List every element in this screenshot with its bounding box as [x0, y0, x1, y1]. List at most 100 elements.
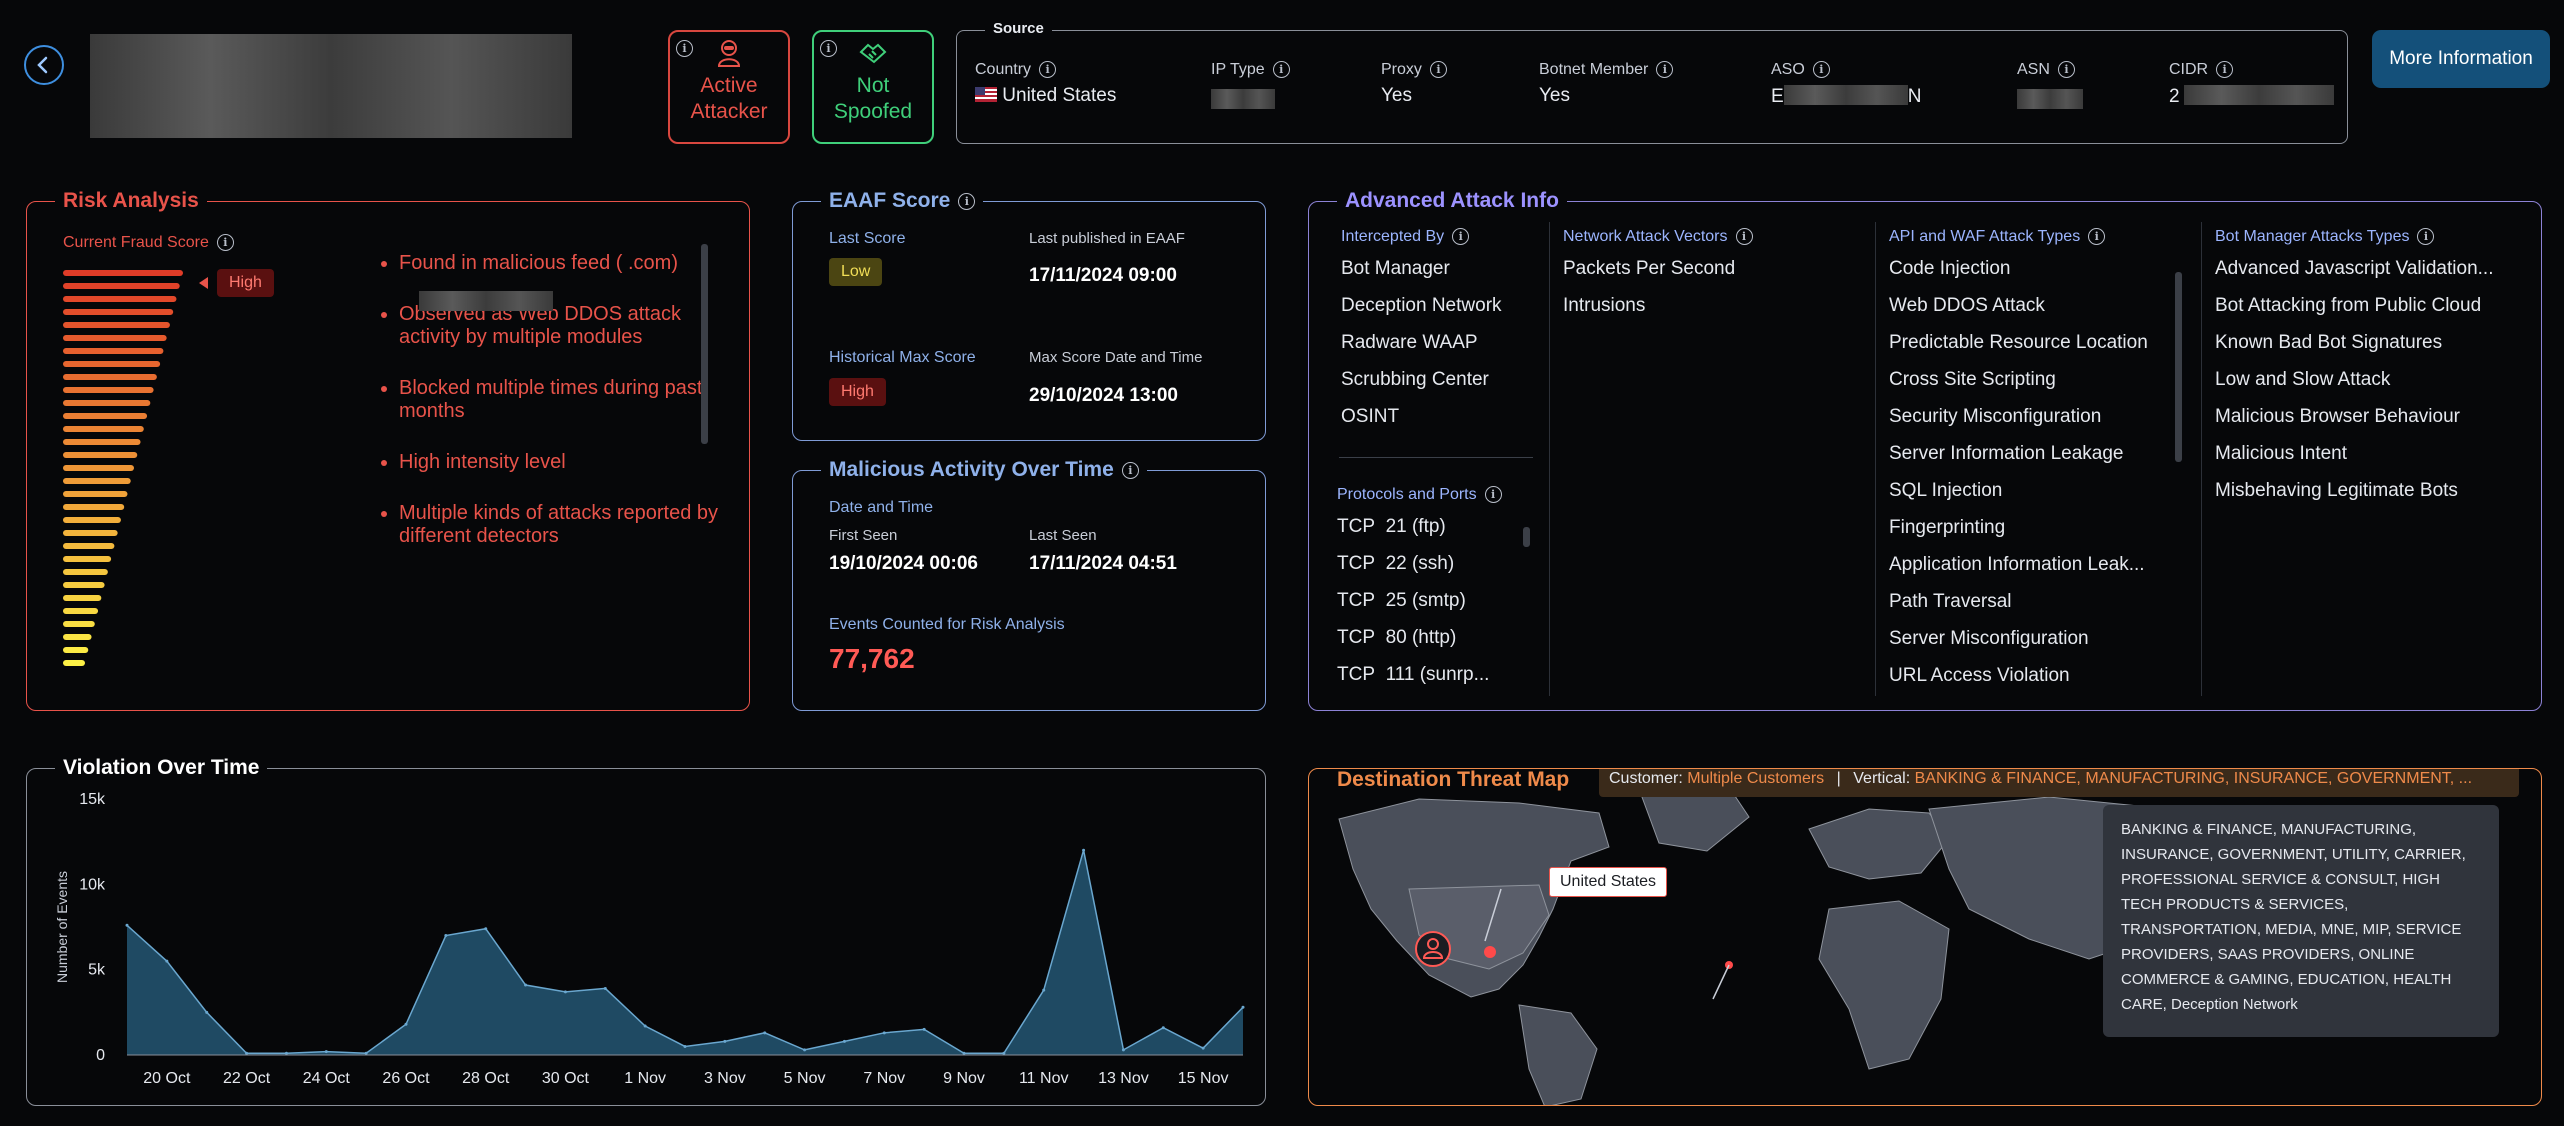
list-item: SQL Injection: [1889, 480, 2003, 501]
data-point: [683, 1044, 687, 1048]
cidr-label: CIDR: [2169, 61, 2209, 78]
gauge-bar: [63, 348, 164, 354]
list-item: Deception Network: [1341, 295, 1502, 316]
date-time-label: Date and Time: [829, 499, 934, 516]
column-divider: [1549, 222, 1550, 696]
country-label: Country: [975, 61, 1032, 78]
gauge-bar: [63, 517, 121, 523]
data-point: [1161, 1026, 1165, 1030]
list-item: Fingerprinting: [1889, 517, 2006, 538]
info-icon[interactable]: i: [1272, 61, 1290, 79]
x-tick-label: 1 Nov: [624, 1070, 666, 1087]
info-icon[interactable]: i: [1812, 61, 1830, 79]
filter-bar[interactable]: Customer: Multiple Customers | Vertical:…: [1599, 769, 2519, 797]
max-date-label: Max Score Date and Time: [1029, 349, 1203, 366]
data-point: [205, 1010, 209, 1014]
eaaf-title-text: EAAF Score: [829, 189, 951, 212]
column-divider: [1875, 222, 1876, 696]
protocol-port: 111 (sunrp...: [1385, 664, 1490, 685]
info-icon[interactable]: i: [820, 40, 837, 57]
protocol-name: TCP: [1337, 516, 1375, 537]
data-point: [1082, 848, 1086, 852]
risk-finding: High intensity level: [399, 451, 739, 474]
customer-label: Customer:: [1609, 770, 1683, 787]
botnet-value: Yes: [1539, 85, 1570, 106]
list-item: Scrubbing Center: [1341, 369, 1489, 390]
info-icon[interactable]: i: [1039, 61, 1057, 79]
ip-address-redacted: [90, 34, 572, 138]
back-button[interactable]: [24, 45, 64, 85]
risk-findings-list: Found in malicious feed ( .com) Observed…: [377, 252, 739, 548]
data-point: [842, 1039, 846, 1043]
scrollbar[interactable]: [701, 244, 708, 444]
more-information-button[interactable]: More Information: [2372, 30, 2550, 88]
data-point: [524, 983, 528, 987]
not-spoofed-card: i Not Spoofed: [812, 30, 934, 144]
eaaf-score-panel: EAAF Score i Last Score Low Last publishe…: [792, 188, 1266, 441]
x-tick-label: 24 Oct: [303, 1070, 351, 1087]
network-title: Network Attack Vectors: [1563, 228, 1728, 245]
fraud-level-badge: High: [217, 269, 274, 297]
risk-finding: Multiple kinds of attacks reported by di…: [399, 502, 739, 548]
data-point: [1241, 1005, 1245, 1009]
list-item: Low and Slow Attack: [2215, 369, 2391, 390]
data-point: [444, 934, 448, 938]
info-icon[interactable]: i: [1121, 461, 1139, 479]
intercepted-title: Intercepted By: [1341, 228, 1445, 245]
info-icon[interactable]: i: [1484, 486, 1502, 504]
location-tooltip: United States: [1549, 867, 1668, 897]
data-point: [364, 1051, 368, 1055]
x-tick-label: 13 Nov: [1098, 1070, 1149, 1087]
info-icon[interactable]: i: [2057, 61, 2075, 79]
attacker-body: [1422, 951, 1444, 959]
info-icon[interactable]: i: [1656, 61, 1674, 79]
x-tick-label: 7 Nov: [863, 1070, 905, 1087]
list-item: Cross Site Scripting: [1889, 369, 2056, 390]
gauge-bar: [63, 582, 105, 588]
column-divider: [2201, 222, 2202, 696]
world-map: [1338, 786, 2270, 1105]
gauge-bar: [63, 530, 118, 536]
info-icon[interactable]: i: [1452, 228, 1470, 246]
source-proxy: Proxy i Yes: [1381, 61, 1447, 107]
info-icon[interactable]: i: [2417, 228, 2435, 246]
arc: [1484, 888, 1502, 942]
asn-label: ASN: [2017, 61, 2050, 78]
info-icon[interactable]: i: [2216, 61, 2234, 79]
violation-panel: Violation Over Time Number of Events 0 5k 1…: [26, 755, 1266, 1106]
gauge-bar: [63, 595, 102, 601]
country-value: United States: [1002, 85, 1117, 106]
cidr-redacted: [2183, 85, 2334, 105]
protocol-port: 22 (ssh): [1385, 553, 1455, 574]
data-point: [962, 1051, 966, 1055]
scrollbar[interactable]: [2175, 272, 2182, 462]
historical-max-label: Historical Max Score: [829, 349, 976, 366]
source-ip-type: IP Type i: [1211, 61, 1290, 109]
data-point: [484, 927, 488, 931]
info-icon[interactable]: i: [1735, 228, 1753, 246]
divider: [1339, 457, 1533, 458]
last-published-value: 17/11/2024 09:00: [1029, 265, 1177, 286]
info-icon[interactable]: i: [216, 234, 234, 252]
info-icon[interactable]: i: [958, 192, 976, 210]
info-icon[interactable]: i: [1429, 61, 1447, 79]
source-marker-dot: [1484, 946, 1496, 958]
events-counted-label: Events Counted for Risk Analysis: [829, 616, 1065, 633]
list-item: Security Misconfiguration: [1889, 406, 2102, 427]
eaaf-title: EAAF Score i: [821, 188, 984, 214]
list-item: Malicious Browser Behaviour: [2215, 406, 2460, 427]
gauge-bar: [63, 296, 177, 302]
hacker-icon: [717, 40, 741, 67]
list-item: Intrusions: [1563, 295, 1646, 316]
info-icon[interactable]: i: [676, 40, 693, 57]
asn-redacted: [2017, 89, 2083, 109]
info-icon[interactable]: i: [2088, 228, 2106, 246]
violation-chart: Number of Events 0 5k 10k 15k 20 Oct 22 Oct 24 …: [54, 791, 1245, 1087]
source-panel: Source Country i United States IP Type i P…: [956, 20, 2348, 144]
data-point: [1121, 1048, 1125, 1052]
attacker-head: [1427, 938, 1439, 950]
proxy-label: Proxy: [1381, 61, 1422, 78]
max-date-value: 29/10/2024 13:00: [1029, 385, 1178, 406]
fraud-score-gauge: [63, 270, 183, 666]
scrollbar[interactable]: [1523, 527, 1530, 547]
